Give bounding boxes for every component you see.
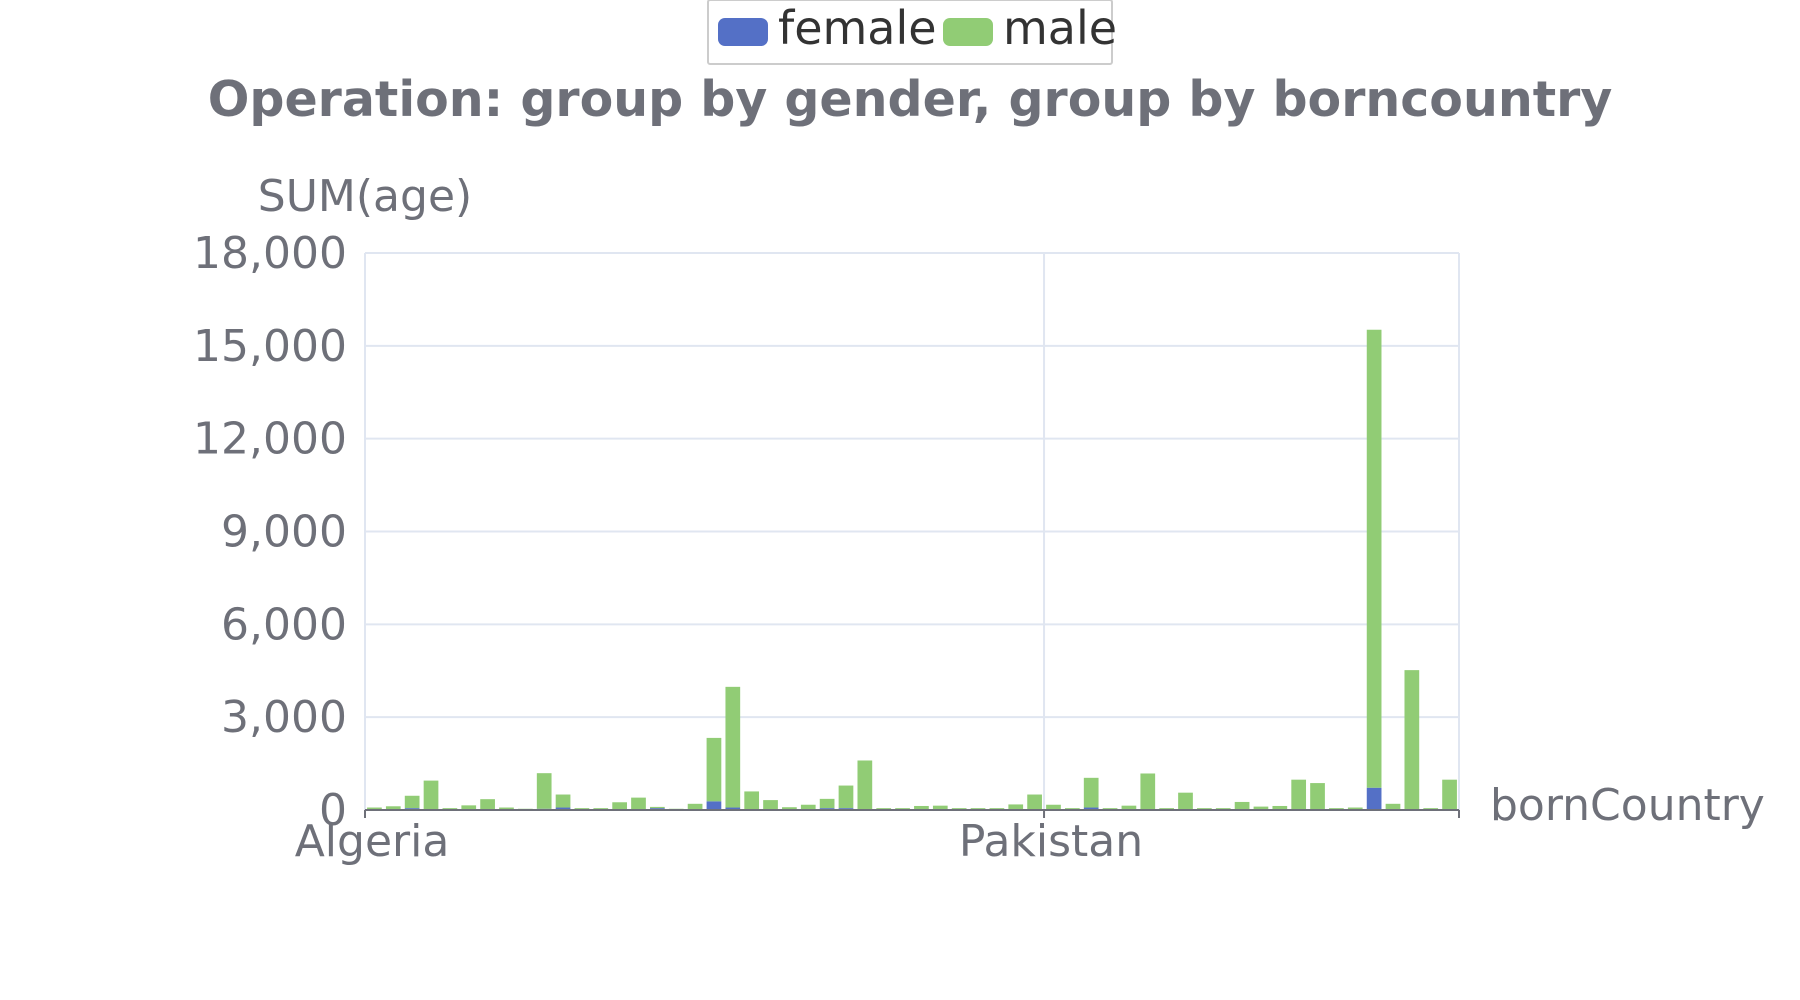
bar-female[interactable] — [1366, 787, 1382, 810]
legend-label-male[interactable]: male — [1003, 1, 1117, 55]
bar-male[interactable] — [1272, 805, 1288, 810]
bar-male[interactable] — [1442, 779, 1457, 810]
bar-male[interactable] — [1027, 794, 1042, 810]
bar-male[interactable] — [763, 800, 778, 810]
bar-male[interactable] — [385, 806, 401, 810]
bar-male[interactable] — [631, 797, 646, 810]
bar-male[interactable] — [782, 807, 797, 810]
legend-swatch-male[interactable] — [943, 18, 993, 46]
bar-male[interactable] — [1178, 792, 1193, 810]
y-axis-label: SUM(age) — [258, 171, 472, 222]
bar-male[interactable] — [1310, 783, 1325, 810]
y-tick-label: 12,000 — [193, 414, 347, 465]
legend[interactable]: female male — [707, 0, 1117, 65]
bar-male[interactable] — [914, 805, 929, 810]
bar-male[interactable] — [706, 737, 722, 802]
legend-box — [707, 0, 1113, 65]
bar-male[interactable] — [1385, 803, 1401, 810]
x-tick-label: Algeria — [295, 816, 450, 867]
x-axis: Algeria Pakistan — [295, 809, 1460, 867]
bar-male[interactable] — [932, 805, 948, 810]
bar-male[interactable] — [612, 802, 627, 810]
y-tick-label: 18,000 — [193, 228, 347, 279]
chart-title: Operation: group by gender, group by bor… — [208, 71, 1613, 128]
bar-male[interactable] — [1234, 801, 1250, 810]
bar-male[interactable] — [744, 791, 760, 810]
bar-male[interactable] — [536, 773, 552, 809]
bar-male[interactable] — [499, 807, 514, 810]
bar-male[interactable] — [1347, 807, 1363, 810]
legend-label-female[interactable]: female — [778, 1, 937, 55]
bar-male[interactable] — [1008, 804, 1024, 810]
x-axis-label: bornCountry — [1490, 780, 1765, 831]
bar-male[interactable] — [1140, 773, 1156, 810]
bar-male[interactable] — [367, 807, 382, 810]
y-tick-label: 9,000 — [221, 507, 347, 558]
bar-male[interactable] — [1121, 805, 1137, 810]
bar-male[interactable] — [819, 798, 835, 809]
bar-male[interactable] — [800, 804, 816, 810]
bar-male[interactable] — [1291, 779, 1307, 810]
bar-male[interactable] — [725, 686, 741, 808]
bar-male[interactable] — [1253, 806, 1269, 810]
bar-female[interactable] — [706, 801, 722, 810]
bar-male[interactable] — [857, 760, 873, 810]
bar-male[interactable] — [404, 795, 420, 809]
y-tick-label: 15,000 — [193, 321, 347, 372]
bars — [367, 329, 1457, 810]
bar-male[interactable] — [555, 794, 571, 808]
y-tick-label: 6,000 — [221, 599, 347, 650]
bar-male[interactable] — [461, 805, 477, 810]
bar-male[interactable] — [650, 806, 665, 809]
y-axis-ticks: 0 3,000 6,000 9,000 12,000 15,000 18,000 — [193, 228, 347, 836]
bar-male[interactable] — [1404, 670, 1420, 810]
bar-female[interactable] — [555, 807, 571, 810]
bar-male[interactable] — [1046, 804, 1061, 810]
y-tick-label: 3,000 — [221, 692, 347, 743]
bar-male[interactable] — [1366, 329, 1382, 788]
grid-lines — [364, 252, 1460, 810]
bar-female[interactable] — [725, 807, 741, 810]
y-tick-label: 0 — [319, 785, 347, 836]
legend-swatch-female[interactable] — [718, 18, 768, 46]
bar-male[interactable] — [423, 780, 439, 810]
x-tick-label: Pakistan — [959, 816, 1143, 867]
bar-female[interactable] — [1083, 807, 1099, 810]
bar-male[interactable] — [480, 799, 495, 810]
bar-male[interactable] — [838, 785, 854, 809]
bar-male[interactable] — [1083, 777, 1099, 808]
bar-male[interactable] — [687, 803, 703, 810]
